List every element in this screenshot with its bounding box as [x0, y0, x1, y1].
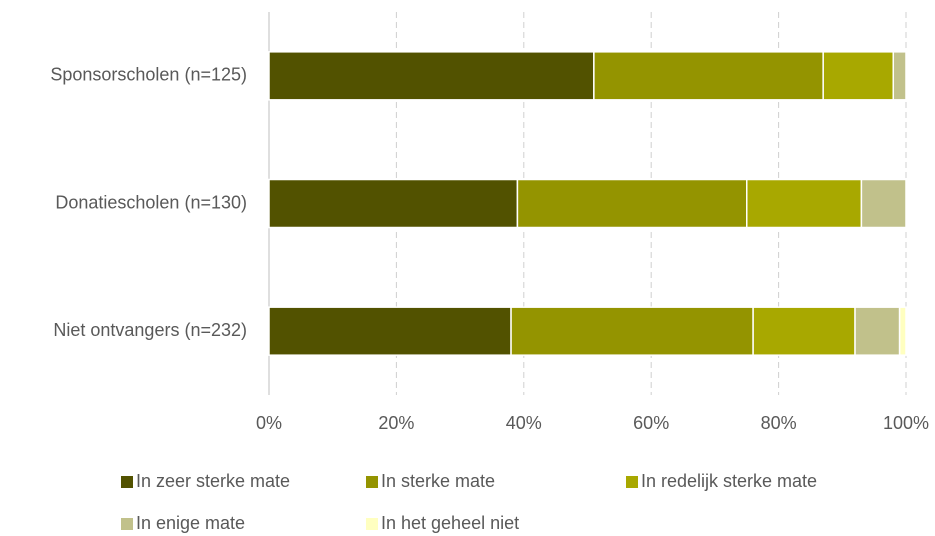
bar-segment [516, 178, 748, 229]
y-tick-label: Donatiescholen (n=130) [55, 192, 247, 212]
legend-swatch [626, 476, 638, 488]
legend-swatch [121, 476, 133, 488]
legend-label: In sterke mate [381, 471, 495, 491]
bar-segment [898, 306, 907, 356]
bar-segment [268, 51, 595, 101]
x-tick-label: 80% [761, 413, 797, 433]
bar-segment [822, 51, 895, 101]
bar-segment [746, 178, 863, 229]
legend-swatch [366, 476, 378, 488]
bar-segment [860, 178, 907, 229]
legend-label: In zeer sterke mate [136, 471, 290, 491]
bar-segment [854, 306, 901, 356]
y-tick-label: Sponsorscholen (n=125) [50, 65, 247, 85]
legend-label: In redelijk sterke mate [641, 471, 817, 491]
bar-segment [892, 51, 907, 101]
legend-label: In het geheel niet [381, 513, 519, 533]
x-tick-label: 60% [633, 413, 669, 433]
bar-segment [593, 51, 824, 101]
bar-segment [268, 306, 512, 356]
legend-swatch [366, 518, 378, 530]
x-tick-label: 100% [883, 413, 929, 433]
bar-segment [752, 306, 856, 356]
bar-segment [510, 306, 754, 356]
bar-segment [268, 178, 519, 229]
legend-label: In enige mate [136, 513, 245, 533]
y-tick-label: Niet ontvangers (n=232) [53, 320, 247, 340]
legend-swatch [121, 518, 133, 530]
x-tick-label: 20% [378, 413, 414, 433]
x-tick-label: 40% [506, 413, 542, 433]
x-tick-label: 0% [256, 413, 282, 433]
